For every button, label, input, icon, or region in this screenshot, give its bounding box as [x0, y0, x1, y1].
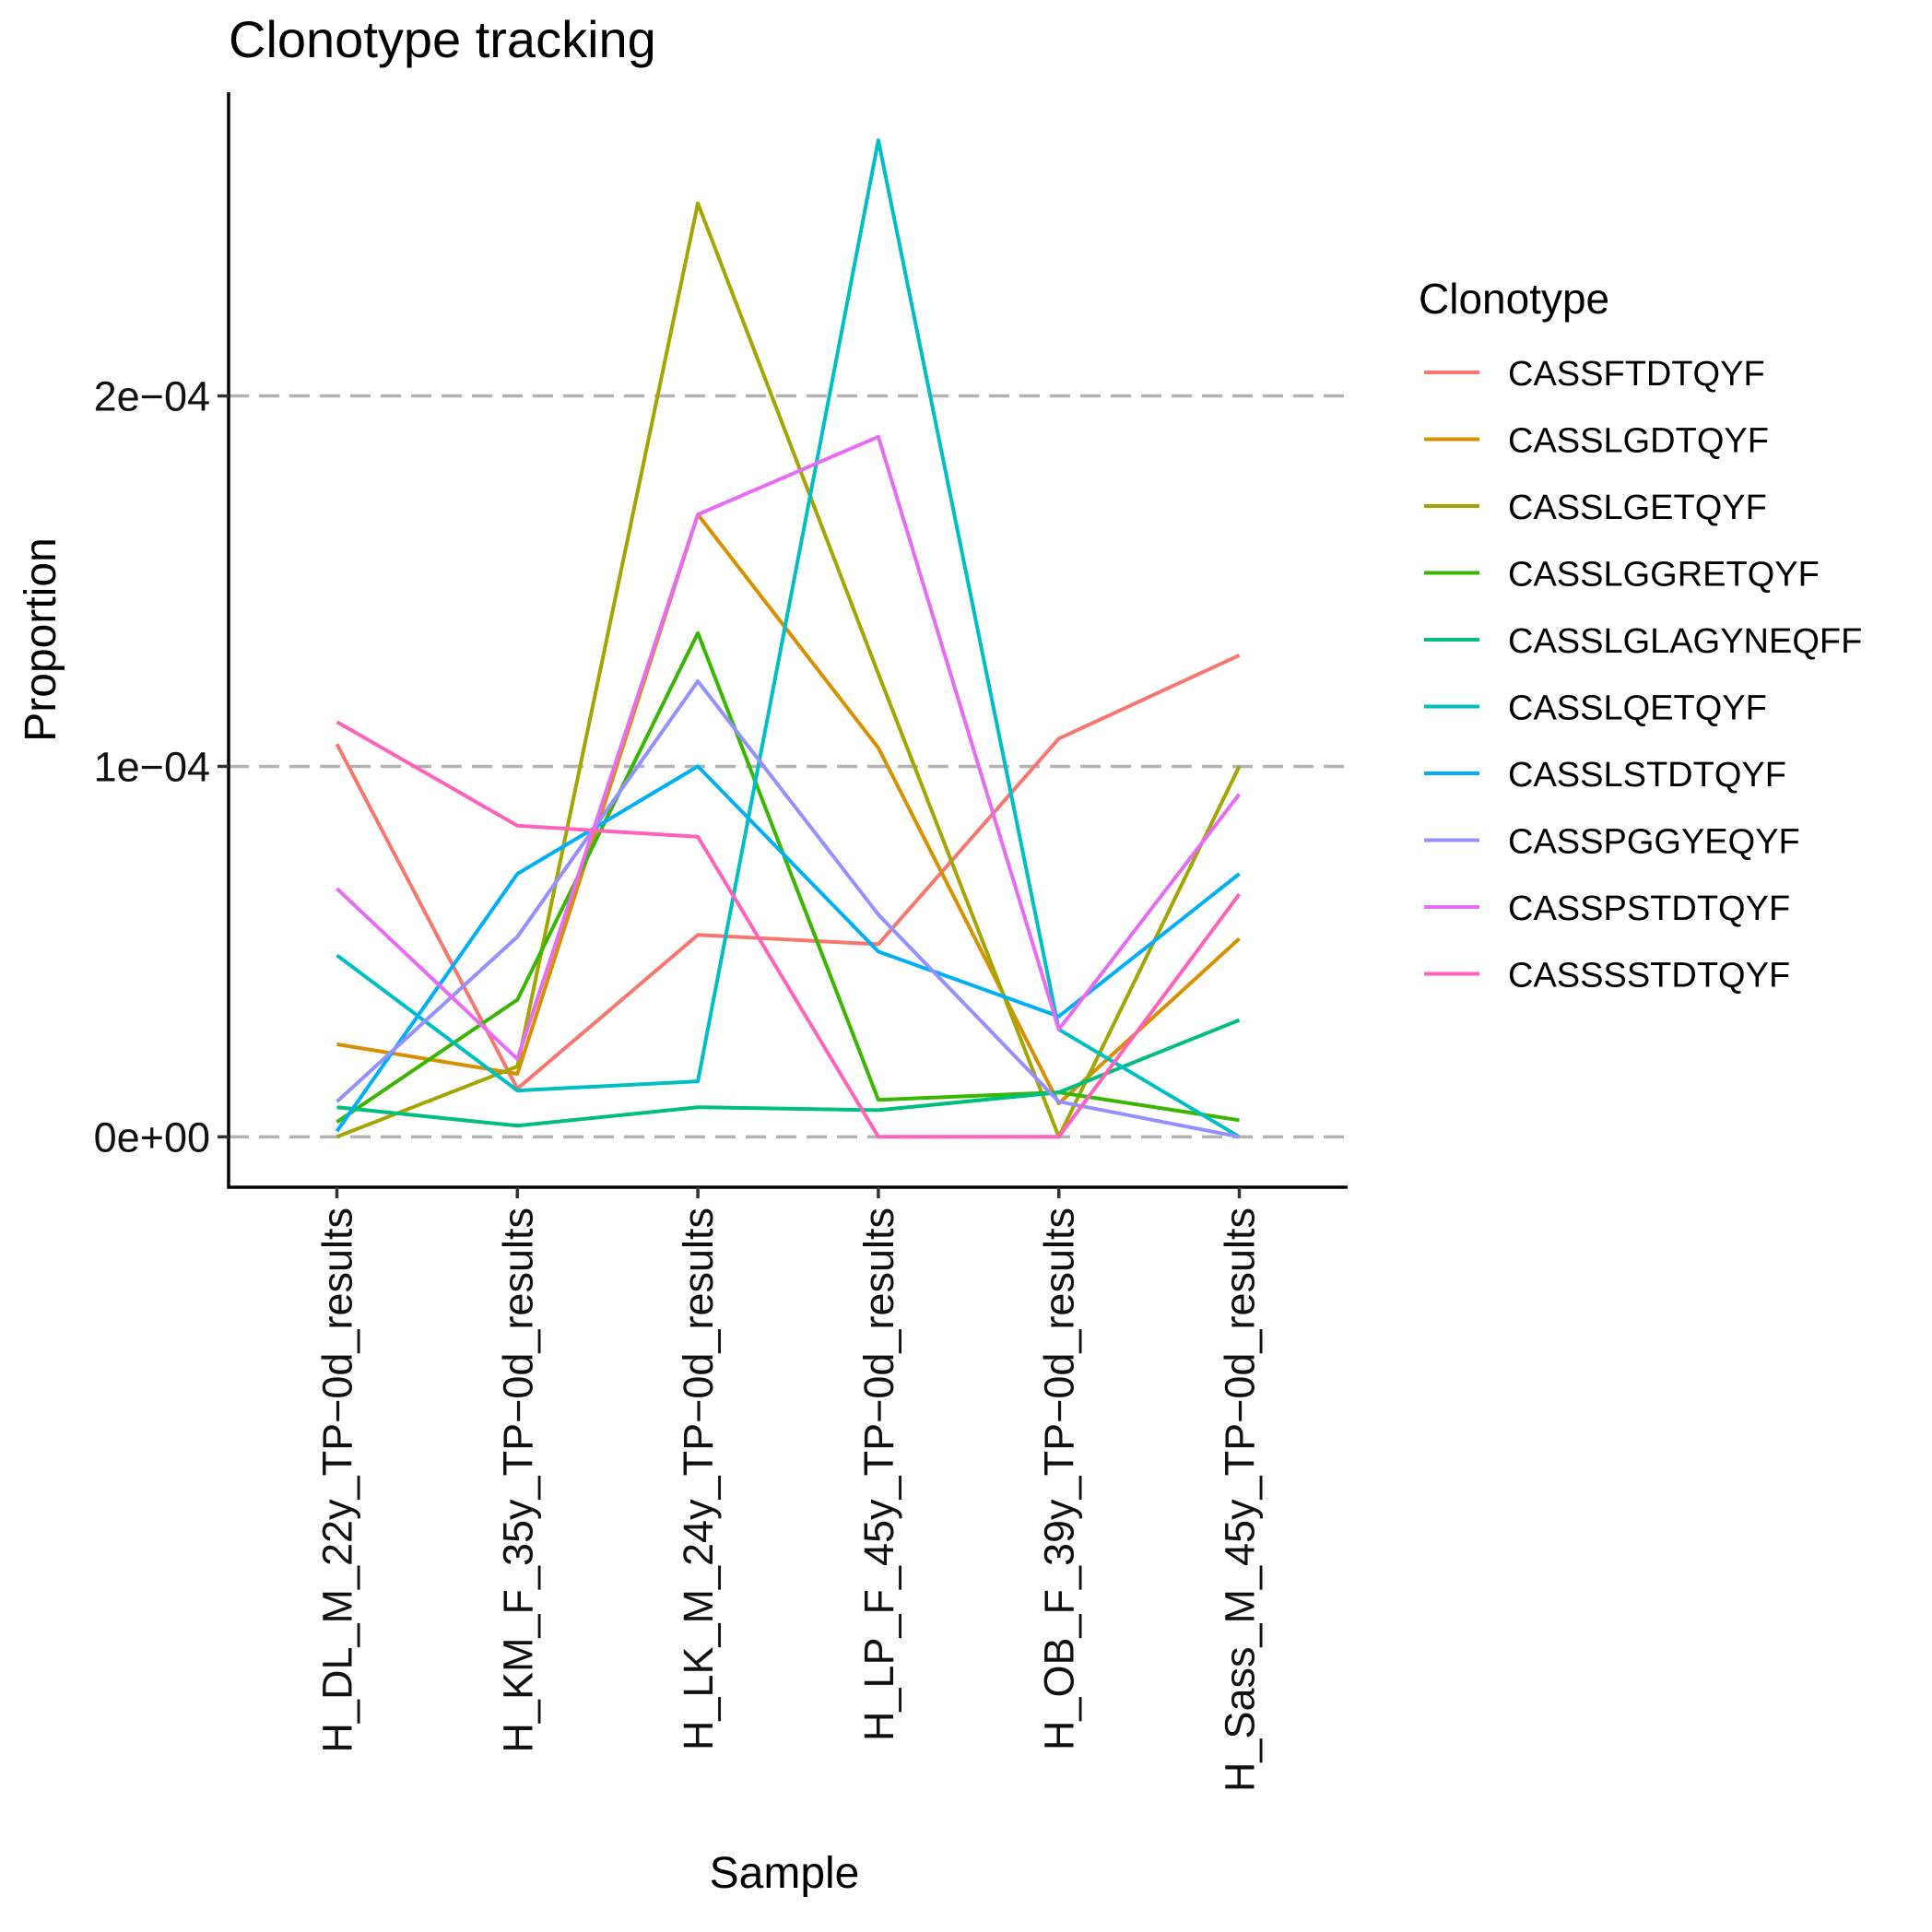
legend-label-CASSPGGYEQYF: CASSPGGYEQYF — [1508, 823, 1800, 862]
x-tick-label-4: H_OB_F_39y_TP−0d_results — [1036, 1208, 1083, 1750]
series-line-CASSPSTDTQYF — [336, 434, 1242, 1061]
legend-label-CASSLGGRETQYF: CASSLGGRETQYF — [1508, 556, 1820, 595]
y-axis-title: Proportion — [17, 537, 65, 741]
legend-label-CASSFTDTQYF: CASSFTDTQYF — [1508, 355, 1765, 394]
series-line-CASSLQETQYF — [336, 138, 1241, 1139]
legend-label-CASSLSTDTQYF: CASSLSTDTQYF — [1508, 756, 1786, 795]
series-line-CASSLGLAGYNEQFF — [336, 1018, 1241, 1128]
series-line-CASSPGGYEQYF — [336, 679, 1240, 1139]
x-tick-label-0: H_DL_M_22y_TP−0d_results — [313, 1208, 360, 1753]
x-tick-label-2: H_LK_M_24y_TP−0d_results — [675, 1208, 722, 1750]
series-line-CASSLGGRETQYF — [336, 630, 1240, 1124]
series-lines — [335, 138, 1242, 1139]
x-axis-title: Sample — [710, 1849, 860, 1898]
series-line-CASSLGETQYF — [336, 201, 1242, 1139]
legend-label-CASSLGDTQYF: CASSLGDTQYF — [1508, 422, 1769, 461]
legend-label-CASSSSTDTQYF: CASSSSTDTQYF — [1508, 957, 1790, 995]
y-tick-label-0: 0e+00 — [94, 1113, 210, 1160]
y-axis-ticks: 0e+00 1e−04 2e−04 — [94, 373, 229, 1160]
legend-label-CASSLGLAGYNEQFF: CASSLGLAGYNEQFF — [1508, 622, 1862, 661]
x-tick-label-1: H_KM_F_35y_TP−0d_results — [494, 1208, 541, 1753]
legend-label-CASSLQETQYF: CASSLQETQYF — [1508, 689, 1767, 728]
series-line-CASSFTDTQYF — [335, 654, 1241, 1091]
chart-title: Clonotype tracking — [229, 10, 656, 68]
legend-label-CASSPSTDTQYF: CASSPSTDTQYF — [1508, 889, 1790, 928]
series-line-CASSSSTDTQYF — [336, 720, 1242, 1139]
y-tick-label-2: 2e−04 — [94, 373, 210, 420]
x-tick-label-5: H_Sass_M_45y_TP−0d_results — [1217, 1208, 1264, 1792]
x-axis-ticks: H_DL_M_22y_TP−0d_results H_KM_F_35y_TP−0d… — [313, 1187, 1264, 1792]
gridlines — [229, 394, 1348, 1139]
legend: Clonotype CASSFTDTQYF CASSLGDTQYF CASSLGET… — [1419, 275, 1862, 995]
legend-title: Clonotype — [1419, 275, 1609, 323]
y-tick-label-1: 1e−04 — [94, 743, 210, 790]
legend-items: CASSFTDTQYF CASSLGDTQYF CASSLGETQYF CASSLGG… — [1424, 355, 1862, 995]
x-tick-label-3: H_LP_F_45y_TP−0d_results — [855, 1208, 902, 1741]
legend-label-CASSLGETQYF: CASSLGETQYF — [1508, 489, 1767, 527]
